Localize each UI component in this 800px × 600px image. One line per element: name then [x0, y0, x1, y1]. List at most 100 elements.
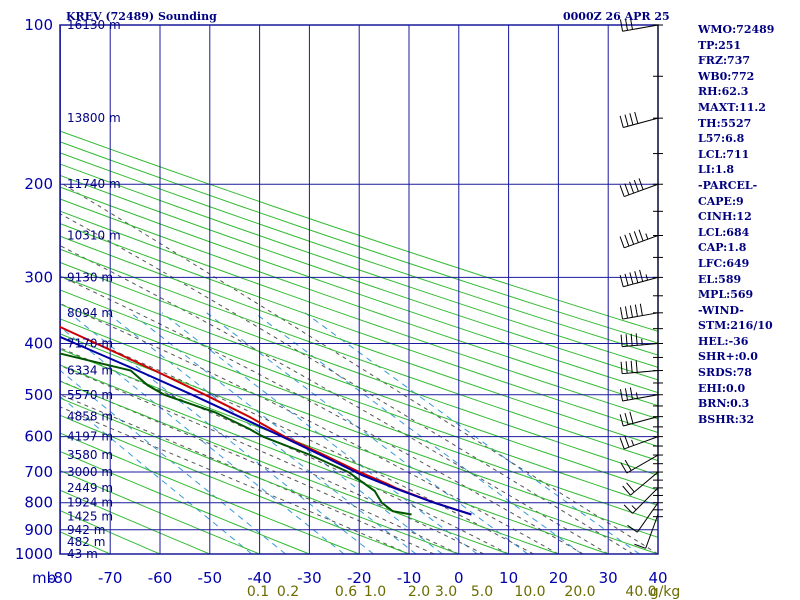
dry-adiabat-line: [60, 450, 310, 554]
height-label: 9130 m: [67, 270, 113, 284]
height-label: 3000 m: [67, 465, 113, 479]
station-title: KREV (72489) Sounding: [66, 10, 217, 23]
mixing-ratio-label: 0.6: [335, 584, 357, 600]
dry-adiabat-line: [60, 210, 658, 420]
sounding-index: FRZ:737: [698, 54, 751, 68]
sounding-index: TP:251: [698, 38, 742, 52]
temperature-tick-label: 40: [648, 569, 667, 587]
dry-adiabat-line: [60, 186, 658, 394]
sounding-index: L57:6.8: [698, 132, 745, 146]
wind-barb: [619, 229, 659, 249]
dry-adiabat-line: [60, 275, 658, 491]
dry-adiabat-line: [60, 289, 658, 507]
temperature-tick-label: 0: [454, 569, 464, 587]
mixing-ratio-label: 3.0: [435, 584, 457, 600]
height-label: 43 m: [67, 547, 98, 561]
mixing-ratio-line: [206, 312, 529, 554]
dry-adiabat-line: [60, 432, 360, 554]
temperature-tick-label: -10: [397, 569, 422, 587]
dry-adiabat-line: [60, 141, 658, 344]
sounding-index: WB0:772: [698, 69, 755, 83]
pressure-unit-label: mb: [32, 569, 56, 587]
moist-adiabat-line: [60, 213, 634, 554]
height-label: 7170 m: [67, 336, 113, 350]
pressure-tick-label: 800: [24, 494, 53, 512]
moist-adiabat-line: [60, 245, 609, 554]
sounding-profiles: [60, 325, 472, 516]
wind-barb: [620, 360, 659, 375]
sounding-index: RH:62.3: [698, 85, 749, 99]
mixing-ratio-label: 2.0: [408, 584, 430, 600]
sounding-index: BRN:0.3: [698, 397, 750, 411]
sounding-index: BSHR:32: [698, 412, 755, 426]
height-label: 5570 m: [67, 388, 113, 402]
moist-adiabat-line: [60, 394, 435, 554]
sounding-index: LI:1.8: [698, 163, 735, 177]
dry-adiabat-line: [60, 380, 509, 554]
wind-barb: [619, 387, 659, 402]
height-label: 482 m: [67, 535, 105, 549]
wind-barb: [623, 487, 659, 514]
sounding-index: MPL:569: [698, 288, 754, 302]
dry-adiabat-line: [60, 333, 658, 554]
pressure-tick-label: 200: [24, 175, 53, 193]
mixing-ratio-label: g/kg: [650, 584, 681, 600]
mixing-ratio-line: [254, 312, 583, 554]
mixing-ratio-label: 0.2: [277, 584, 299, 600]
dry-adiabats: [0, 25, 658, 554]
mixing-ratio-line: [130, 312, 443, 554]
mixing-ratio-line: [60, 369, 286, 554]
wind-barb: [620, 454, 659, 474]
height-label: 4197 m: [67, 430, 113, 444]
height-label: 6334 m: [67, 364, 113, 378]
mixing-ratio-label: 40.0: [625, 584, 656, 600]
wind-barb: [619, 178, 659, 198]
dry-adiabat-line: [60, 348, 609, 554]
height-label: 4858 m: [67, 410, 113, 424]
sounding-index: LCL:684: [698, 225, 750, 239]
sounding-index: -PARCEL-: [698, 178, 758, 192]
height-label: 8094 m: [67, 306, 113, 320]
dry-adiabat-line: [60, 130, 658, 332]
temperature-tick-label: -70: [98, 569, 123, 587]
pressure-tick-label: 400: [24, 334, 53, 352]
sounding-index: MAXT:11.2: [698, 100, 766, 114]
sounding-index: EL:589: [698, 272, 742, 286]
dry-adiabat-line: [60, 414, 410, 554]
moist-adiabat-line: [60, 303, 559, 554]
mixing-ratio-label: 10.0: [514, 584, 545, 600]
dry-adiabat-line: [0, 25, 11, 554]
moist-adiabat-line: [60, 181, 658, 554]
sounding-index: STM:216/10: [698, 319, 773, 333]
mixing-ratio-line: [106, 312, 417, 554]
wind-barb: [619, 111, 659, 128]
temperature-tick-label: -50: [198, 569, 223, 587]
mixing-ratio-label: 5.0: [471, 584, 493, 600]
mixing-ratio-line: [304, 312, 640, 554]
pressure-tick-label: 500: [24, 386, 53, 404]
wind-barb: [627, 502, 659, 533]
dry-adiabat-line: [60, 489, 210, 554]
dry-adiabat-line: [60, 469, 260, 554]
height-label: 2449 m: [67, 481, 113, 495]
pressure-tick-label: 700: [24, 463, 53, 481]
dry-adiabat-line: [60, 223, 658, 434]
height-label: 1924 m: [67, 496, 113, 510]
temperature-profile: [60, 325, 472, 516]
wind-barb: [619, 269, 659, 288]
dry-adiabat-line: [60, 198, 658, 407]
moist-adiabat-line: [60, 406, 410, 554]
temperature-tick-label: -80: [48, 569, 73, 587]
dewpoint-profile: [60, 352, 412, 516]
temperature-tick-label: -40: [247, 569, 272, 587]
wind-barb: [619, 435, 659, 450]
temperature-tick-label: 20: [549, 569, 568, 587]
pressure-tick-label: 1000: [15, 545, 53, 563]
pressure-tick-label: 900: [24, 521, 53, 539]
sounding-index: WMO:72489: [698, 23, 775, 36]
moist-adiabat-line: [60, 275, 584, 554]
sounding-index: EHI:0.0: [698, 381, 746, 395]
valid-time: 0000Z 26 APR 25: [563, 10, 670, 23]
sounding-index: -WIND-: [698, 303, 744, 317]
pressure-tick-label: 600: [24, 428, 53, 446]
